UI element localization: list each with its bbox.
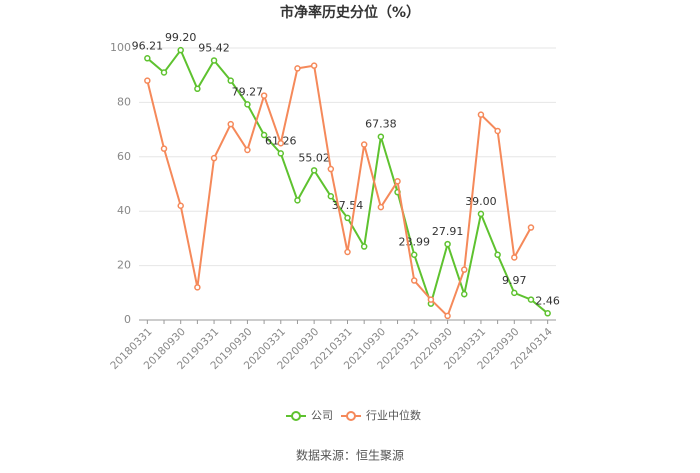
data-label: 23.99	[398, 236, 430, 249]
data-point	[144, 77, 151, 84]
data-point	[410, 251, 418, 258]
source-note: 数据来源：恒生聚源	[296, 448, 404, 463]
data-point	[160, 145, 168, 152]
data-point	[177, 202, 184, 210]
data-point	[461, 266, 468, 273]
data-point	[360, 141, 368, 148]
legend-item[interactable]: 公司	[286, 409, 333, 422]
data-point	[344, 248, 351, 256]
data-label: 9.97	[502, 274, 527, 287]
data-label: 55.02	[298, 151, 330, 164]
data-label: 99.20	[165, 31, 197, 44]
data-point	[260, 92, 268, 99]
y-tick-label: 100	[110, 41, 131, 54]
data-point	[527, 296, 535, 303]
y-tick-label: 0	[124, 313, 131, 326]
data-point	[227, 120, 234, 128]
data-point	[344, 214, 351, 222]
data-point	[427, 296, 435, 303]
data-point	[410, 277, 418, 284]
data-point	[394, 178, 401, 185]
data-point	[461, 290, 468, 298]
data-label: 27.91	[432, 225, 464, 238]
data-point	[177, 46, 184, 54]
data-label: 39.00	[465, 195, 497, 208]
data-label: 96.21	[132, 39, 164, 52]
legend-label: 行业中位数	[366, 408, 421, 422]
data-point	[511, 289, 518, 297]
series-line	[146, 48, 549, 315]
y-tick-label: 80	[117, 95, 131, 108]
data-point	[511, 254, 518, 261]
y-tick-label: 40	[117, 204, 131, 217]
data-point	[477, 111, 485, 118]
data-point	[210, 154, 218, 162]
data-point	[210, 57, 218, 64]
data-point	[244, 101, 251, 108]
data-point	[527, 224, 535, 231]
data-point	[227, 77, 234, 84]
legend-marker	[346, 411, 356, 421]
data-point	[144, 55, 151, 62]
legend-label: 公司	[311, 409, 333, 422]
data-point	[294, 197, 301, 204]
y-tick-label: 20	[117, 259, 131, 272]
data-point	[444, 240, 451, 248]
data-point	[310, 62, 318, 69]
data-point	[277, 139, 285, 147]
data-point	[194, 284, 201, 291]
data-point	[194, 85, 201, 93]
data-point	[477, 210, 485, 218]
data-label: 2.46	[535, 294, 560, 307]
data-point	[377, 133, 385, 140]
chart-title: 市净率历史分位（%）	[280, 4, 420, 21]
data-label: 67.38	[365, 118, 397, 131]
data-point	[244, 146, 251, 154]
data-label: 79.27	[232, 85, 264, 98]
series-line	[146, 64, 532, 318]
data-point	[310, 167, 318, 174]
data-point	[494, 127, 501, 135]
data-point	[494, 251, 501, 258]
data-point	[444, 312, 451, 320]
y-tick-label: 60	[117, 150, 131, 163]
data-point	[377, 203, 385, 211]
data-point	[327, 165, 335, 173]
data-label: 95.42	[198, 41, 230, 54]
legend-marker	[291, 411, 301, 421]
data-point	[360, 243, 368, 250]
legend-item[interactable]: 行业中位数	[341, 408, 421, 422]
data-point	[327, 192, 335, 200]
data-point	[260, 131, 268, 139]
data-point	[160, 69, 168, 76]
data-point	[544, 310, 551, 317]
data-point	[277, 150, 285, 157]
data-point	[294, 65, 301, 72]
